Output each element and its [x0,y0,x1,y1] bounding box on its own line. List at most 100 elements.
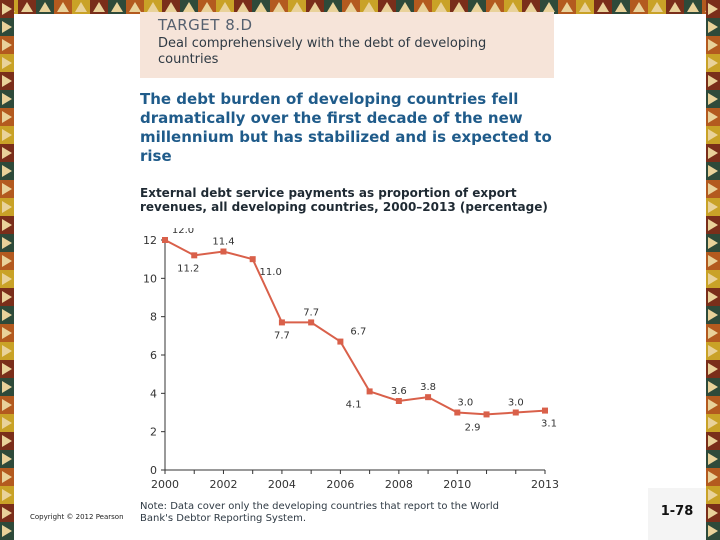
data-point [308,319,315,326]
border-triangle-motif [687,2,699,12]
border-triangle-motif [363,2,375,12]
border-triangle-motif [201,2,213,12]
border-triangle-motif [633,2,645,12]
border-triangle-motif [93,2,105,12]
border-triangle-motif [708,381,718,393]
border-triangle-motif [489,2,501,12]
border-triangle-motif [2,489,12,501]
border-triangle-motif [579,2,591,12]
border-triangle-motif [708,129,718,141]
data-point [337,338,344,345]
border-triangle-motif [2,363,12,375]
data-point [512,409,519,416]
y-tick-label: 2 [150,426,157,439]
border-triangle-motif [255,2,267,12]
decorative-border-right [706,0,720,540]
border-triangle-motif [75,2,87,12]
x-tick-label: 2000 [151,478,179,491]
target-description: Deal comprehensively with the debt of de… [158,36,487,67]
border-triangle-motif [147,2,159,12]
border-triangle-motif [2,345,12,357]
border-triangle-motif [2,255,12,267]
border-triangle-motif [21,2,33,12]
x-tick-label: 2008 [385,478,413,491]
border-triangle-motif [381,2,393,12]
border-triangle-motif [309,2,321,12]
border-triangle-motif [708,75,718,87]
border-triangle-motif [708,327,718,339]
border-triangle-motif [2,3,12,15]
data-label: 11.2 [177,263,199,274]
border-triangle-motif [708,507,718,519]
border-triangle-motif [708,399,718,411]
border-triangle-motif [453,2,465,12]
border-triangle-motif [417,2,429,12]
x-tick-label: 2010 [443,478,471,491]
line-chart: 0 2 4 6 8 10 12 2000 2002 2004 2006 2008 2010 2013 12.… [143,228,559,491]
border-triangle-motif [39,2,51,12]
data-label: 3.0 [457,398,473,409]
border-triangle-motif [2,327,12,339]
border-triangle-motif [2,57,12,69]
chart-title: External debt service payments as propor… [140,186,548,214]
copyright: Copyright © 2012 Pearson [30,513,124,521]
data-label: 3.8 [420,382,436,393]
data-point [191,252,198,259]
border-triangle-motif [525,2,537,12]
border-triangle-motif [471,2,483,12]
data-label: 11.0 [260,267,282,278]
border-triangle-motif [708,237,718,249]
y-tick-label: 6 [150,349,157,362]
border-triangle-motif [708,363,718,375]
border-triangle-motif [2,147,12,159]
border-triangle-motif [345,2,357,12]
border-triangle-motif [708,309,718,321]
border-triangle-motif [219,2,231,12]
border-triangle-motif [165,2,177,12]
border-triangle-motif [507,2,519,12]
data-label: 12.0 [172,228,194,236]
headline: The debt burden of developing countries … [140,90,552,165]
x-tick-label: 2004 [268,478,296,491]
decorative-border-top [0,0,720,14]
border-triangle-motif [561,2,573,12]
border-triangle-motif [708,21,718,33]
data-label: 11.4 [212,237,234,248]
border-triangle-motif [708,435,718,447]
border-triangle-motif [708,489,718,501]
data-label: 3.0 [508,398,524,409]
border-triangle-motif [2,309,12,321]
border-triangle-motif [543,2,555,12]
data-point [220,248,227,255]
data-point [483,411,490,418]
y-tick-label: 0 [150,464,157,477]
border-triangle-motif [708,273,718,285]
x-tick-label: 2006 [326,478,354,491]
border-triangle-motif [273,2,285,12]
border-triangle-motif [291,2,303,12]
decorative-border-left [0,0,14,540]
data-point [162,237,168,243]
border-triangle-motif [2,381,12,393]
border-triangle-motif [2,165,12,177]
border-triangle-motif [651,2,663,12]
data-label: 7.7 [303,307,319,318]
border-triangle-motif [2,39,12,51]
y-tick-label: 10 [143,272,157,285]
border-triangle-motif [708,57,718,69]
border-triangle-motif [2,129,12,141]
border-triangle-motif [2,471,12,483]
border-triangle-motif [2,417,12,429]
target-title: TARGET 8.D [158,16,253,34]
data-label: 4.1 [346,399,362,410]
border-triangle-motif [129,2,141,12]
border-triangle-motif [2,525,12,537]
border-triangle-motif [57,2,69,12]
border-triangle-motif [2,273,12,285]
border-triangle-motif [669,2,681,12]
data-label: 7.7 [274,330,290,341]
data-label: 2.9 [465,422,481,433]
border-triangle-motif [708,417,718,429]
border-triangle-motif [708,471,718,483]
data-point [278,319,285,326]
